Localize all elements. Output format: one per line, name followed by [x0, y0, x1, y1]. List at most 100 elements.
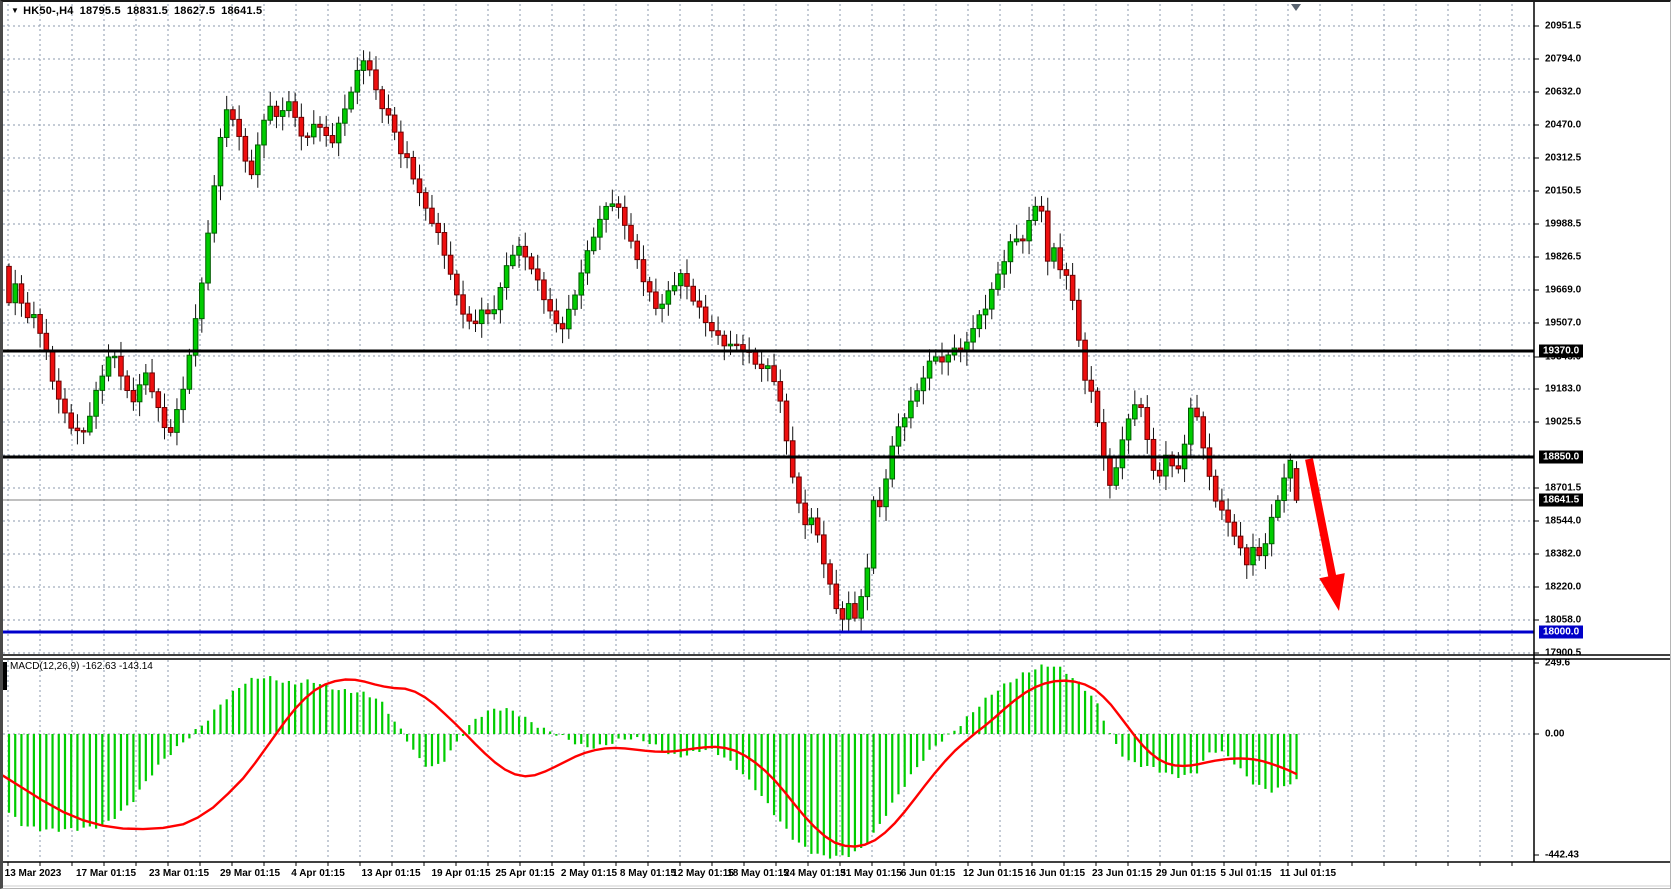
macd-bar [785, 734, 788, 829]
macd-bar [903, 734, 906, 787]
candle [485, 309, 491, 315]
candle [118, 355, 124, 377]
macd-bar [835, 734, 838, 856]
chevron-down-icon[interactable]: ▼ [11, 6, 20, 15]
macd-bar [468, 725, 471, 734]
price-axis-label: 18544.0 [1545, 515, 1582, 527]
macd-bar [63, 734, 67, 830]
candle [914, 390, 920, 402]
down-arrow-annotation[interactable] [1305, 458, 1337, 581]
macd-bar [269, 676, 272, 734]
candle [261, 119, 267, 146]
macd-bar [536, 727, 539, 734]
macd-bar [206, 720, 210, 734]
candle [1156, 469, 1163, 477]
macd-bar [188, 734, 191, 739]
candle [827, 563, 833, 585]
macd-bar [611, 734, 614, 744]
macd-bar [306, 679, 309, 734]
macd-bar [567, 734, 570, 740]
candle [242, 135, 249, 162]
candle [945, 354, 952, 363]
macd-bar [26, 734, 29, 827]
macd-bar [1239, 734, 1242, 769]
candle [696, 300, 703, 308]
macd-bar [1295, 734, 1298, 780]
candle [391, 114, 398, 133]
macd-bar [150, 734, 154, 776]
candle [920, 377, 927, 392]
candle [547, 299, 553, 312]
candle [970, 328, 976, 343]
macd-bar [1139, 734, 1143, 767]
candle [1119, 439, 1126, 469]
chart-shift-marker-icon[interactable] [1291, 4, 1301, 11]
candle [441, 232, 448, 256]
candle [1293, 468, 1300, 501]
macd-bar [418, 734, 421, 759]
candle [653, 291, 659, 309]
candle [161, 407, 168, 429]
candle [789, 440, 796, 478]
macd-bar [1233, 734, 1236, 765]
candle [348, 91, 354, 110]
candle [510, 254, 516, 267]
macd-bar [847, 734, 850, 857]
macd-bar [437, 734, 440, 764]
price-axis-label: 19025.5 [1545, 416, 1582, 428]
candle [777, 381, 784, 402]
macd-bar [14, 734, 17, 817]
candle [1225, 509, 1231, 523]
candle [211, 185, 218, 234]
macd-bar [934, 734, 937, 746]
candle [317, 123, 323, 128]
macd-bar [1158, 734, 1161, 773]
candle [217, 136, 224, 187]
price-chart-canvas[interactable] [3, 2, 1671, 889]
macd-bar [1090, 695, 1093, 734]
time-axis-label: 19 Apr 01:15 [431, 868, 491, 879]
price-axis-label: 19183.0 [1545, 383, 1582, 395]
candle [460, 294, 466, 315]
candle [833, 583, 840, 610]
candle [1200, 416, 1207, 449]
candle [1194, 407, 1200, 418]
candle [68, 412, 75, 429]
candle [199, 282, 205, 320]
macd-bar [1015, 678, 1018, 734]
candle [429, 207, 435, 224]
candle [877, 500, 883, 508]
candle [889, 445, 896, 480]
candle [360, 60, 367, 71]
candle [721, 334, 728, 347]
candle [677, 273, 684, 287]
panel-resize-handle[interactable] [3, 662, 7, 690]
candle [379, 89, 385, 110]
price-axis-label: 19988.5 [1545, 218, 1582, 230]
candle [1100, 422, 1107, 459]
macd-indicator-label: MACD(12,26,9) -162.63 -143.14 [10, 661, 153, 672]
candle [136, 384, 143, 403]
macd-bar [343, 689, 346, 734]
macd-bar [965, 716, 968, 734]
time-axis-label: 11 Jul 01:15 [1279, 868, 1337, 879]
candle [1125, 418, 1132, 441]
candle [180, 388, 186, 411]
macd-bar [1208, 734, 1211, 753]
candle [995, 273, 1001, 290]
candle [864, 567, 871, 598]
close-value: 18641.5 [221, 5, 263, 17]
price-axis-label: 17900.5 [1545, 647, 1582, 659]
macd-bar [661, 734, 664, 752]
macd-bar [430, 734, 434, 767]
macd-bar [766, 734, 769, 804]
candle [765, 365, 771, 370]
macd-bar [679, 734, 682, 758]
price-axis-label: 19507.0 [1545, 317, 1582, 329]
macd-bar [816, 734, 819, 854]
candle [659, 303, 665, 309]
macd-bar [511, 710, 514, 734]
candle [597, 218, 603, 238]
macd-bar [412, 734, 415, 750]
candle [845, 603, 852, 620]
